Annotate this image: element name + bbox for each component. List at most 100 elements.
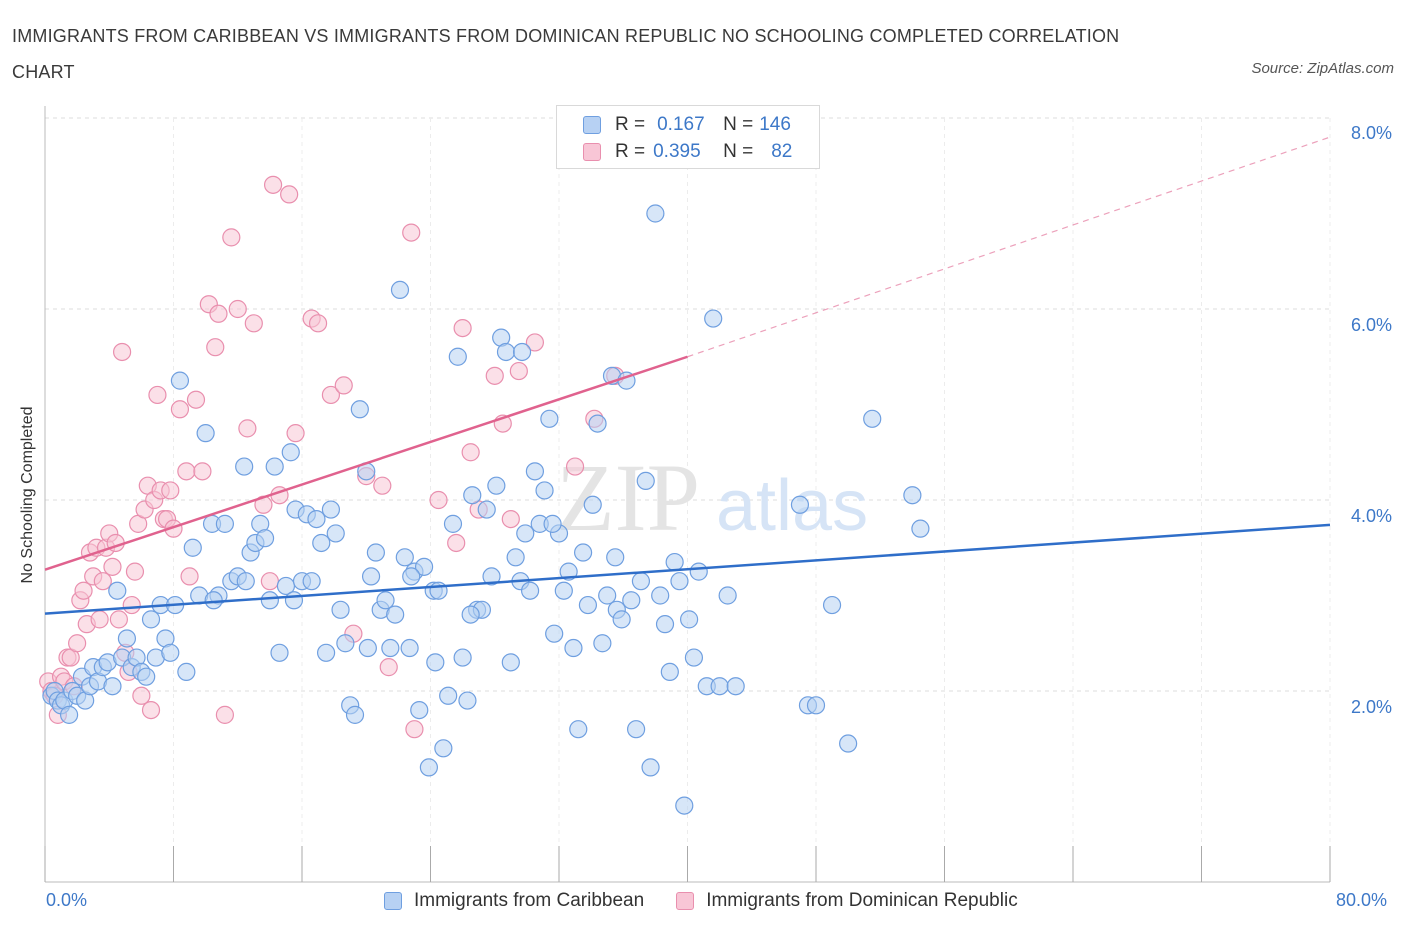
caribbean-point-82 <box>448 347 467 366</box>
caribbean-point-83 <box>453 648 472 667</box>
caribbean-point-147 <box>236 572 255 591</box>
x-tick-min: 0.0% <box>46 890 88 910</box>
dominican-point-58 <box>286 424 305 443</box>
caribbean-point-135 <box>710 677 729 696</box>
caribbean-point-100 <box>535 481 554 500</box>
dominican-point-68 <box>405 720 424 739</box>
caribbean-point-111 <box>588 414 607 433</box>
dominican-point-16 <box>90 610 109 629</box>
caribbean-point-68 <box>381 638 400 658</box>
legend-n-label: N = <box>723 141 754 162</box>
pink-swatch-icon <box>583 143 601 161</box>
dominican-point-56 <box>263 175 283 194</box>
dominican-point-77 <box>509 361 528 381</box>
dominican-point-26 <box>122 595 141 615</box>
caribbean-point-131 <box>684 648 704 667</box>
caribbean-point-127 <box>665 552 684 572</box>
caribbean-point-128 <box>670 572 689 591</box>
caribbean-point-144 <box>903 486 922 505</box>
legend-item-dominican[interactable]: Immigrants from Dominican Republic <box>676 890 1018 912</box>
dominican-point-9 <box>68 634 87 653</box>
stats-legend: R = 0.167 N = 146 R = 0.395 N = 82 <box>556 105 820 169</box>
dominican-point-17 <box>93 572 112 591</box>
series-dominican-republic-points <box>39 175 625 739</box>
caribbean-point-142 <box>839 734 858 753</box>
caribbean-point-70 <box>390 280 410 299</box>
dominican-trend-extension <box>687 136 1331 358</box>
dominican-point-65 <box>373 476 392 495</box>
y-tick-4: 4.0% <box>1350 506 1392 526</box>
caribbean-point-137 <box>726 677 745 696</box>
dominican-point-11 <box>74 581 93 600</box>
caribbean-point-92 <box>496 342 516 362</box>
caribbean-point-69 <box>386 605 405 624</box>
caribbean-point-143 <box>863 409 882 428</box>
caribbean-point-110 <box>583 495 602 514</box>
caribbean-point-102 <box>545 624 564 643</box>
caribbean-point-71 <box>395 548 414 567</box>
blue-swatch-icon <box>583 116 601 134</box>
caribbean-point-122 <box>641 758 660 777</box>
caribbean-point-18 <box>117 629 137 648</box>
caribbean-point-33 <box>196 424 215 443</box>
caribbean-point-104 <box>554 581 573 600</box>
legend-item-caribbean[interactable]: Immigrants from Caribbean <box>384 890 644 912</box>
caribbean-point-145 <box>911 519 930 538</box>
caribbean-point-67 <box>376 591 395 610</box>
caribbean-point-123 <box>646 204 665 223</box>
dominican-point-57 <box>280 185 299 204</box>
caribbean-point-90 <box>487 476 506 495</box>
dominican-point-72 <box>461 443 480 462</box>
caribbean-point-61 <box>345 705 365 724</box>
caribbean-point-134 <box>704 309 723 328</box>
dominican-point-67 <box>402 223 421 242</box>
caribbean-point-149 <box>204 591 223 610</box>
dominican-point-78 <box>525 333 545 352</box>
caribbean-point-96 <box>516 524 535 543</box>
caribbean-point-5 <box>59 705 79 724</box>
caribbean-point-54 <box>312 533 331 553</box>
caribbean-point-140 <box>806 696 826 715</box>
legend-r-label: R = <box>615 114 646 135</box>
caribbean-point-118 <box>622 591 641 610</box>
legend-label-caribbean: Immigrants from Caribbean <box>414 890 645 911</box>
caribbean-point-53 <box>307 509 326 529</box>
dominican-point-27 <box>125 562 145 581</box>
dominican-point-32 <box>141 700 161 720</box>
caribbean-point-151 <box>284 591 304 610</box>
dominican-point-40 <box>170 400 190 419</box>
chart-title: IMMIGRANTS FROM CARIBBEAN VS IMMIGRANTS … <box>12 26 1120 82</box>
y-tick-8: 8.0% <box>1350 123 1392 143</box>
caribbean-point-130 <box>680 610 699 629</box>
caribbean-point-146 <box>512 342 532 362</box>
dominican-point-29 <box>132 686 151 705</box>
caribbean-point-107 <box>569 720 588 739</box>
caribbean-point-121 <box>636 471 655 490</box>
caribbean-point-16 <box>108 581 127 600</box>
dominican-point-61 <box>321 385 341 405</box>
dominican-point-62 <box>334 376 353 395</box>
dominican-trend-line <box>44 355 688 571</box>
dominican-point-79 <box>565 457 585 476</box>
dominican-point-71 <box>453 319 472 338</box>
caribbean-point-126 <box>660 662 679 682</box>
caribbean-point-141 <box>822 595 842 615</box>
caribbean-point-80 <box>439 686 458 705</box>
caribbean-point-109 <box>578 595 598 615</box>
caribbean-point-31 <box>183 538 202 557</box>
caribbean-point-65 <box>366 543 385 562</box>
caribbean-point-93 <box>501 653 520 672</box>
caribbean-point-57 <box>326 524 345 543</box>
caribbean-point-112 <box>593 634 612 653</box>
dominican-point-69 <box>429 490 448 510</box>
caribbean-point-27 <box>161 643 180 662</box>
legend-r-value: 0.395 <box>653 141 701 162</box>
caribbean-point-101 <box>540 409 559 428</box>
caribbean-point-106 <box>564 638 583 658</box>
legend-r-value: 0.167 <box>657 114 705 135</box>
caribbean-point-113 <box>598 586 617 605</box>
legend-row-caribbean: R = 0.167 N = 146 <box>583 112 791 138</box>
dominican-point-47 <box>209 304 228 323</box>
dominican-point-41 <box>177 462 196 481</box>
source-credit: Source: ZipAtlas.com <box>1251 60 1394 77</box>
